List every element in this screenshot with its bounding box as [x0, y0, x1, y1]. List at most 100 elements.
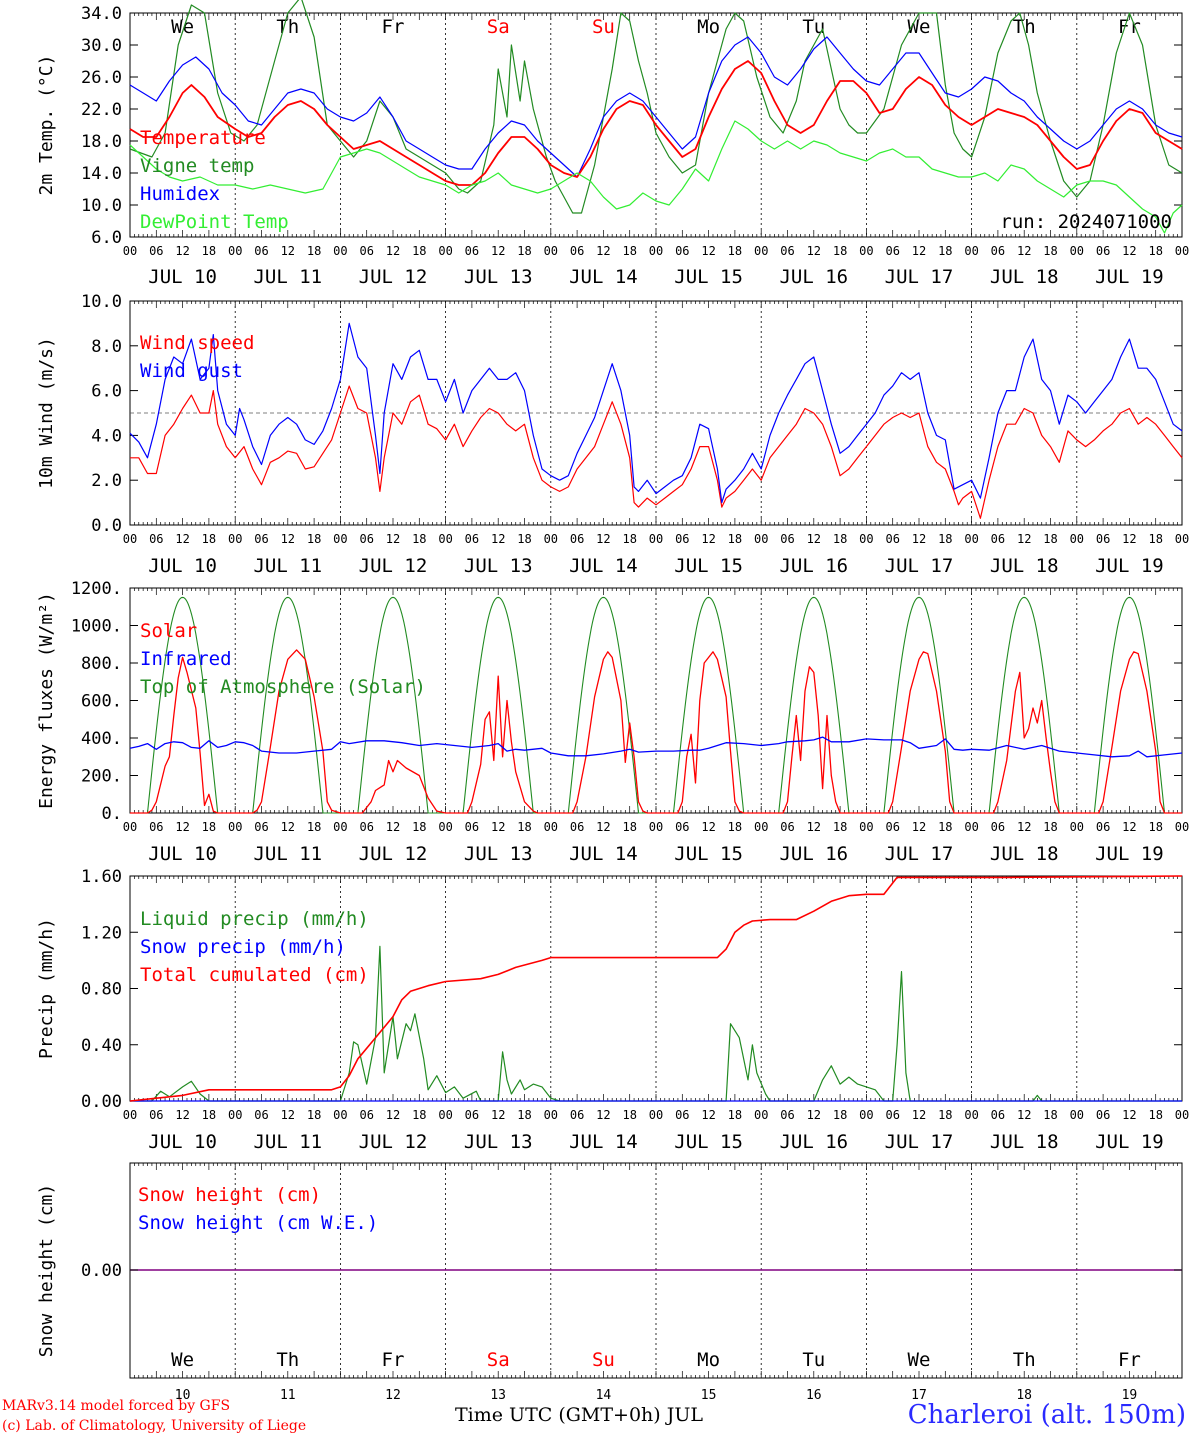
day-number-label: 17: [911, 1388, 927, 1403]
hour-tick-label: 18: [202, 1108, 216, 1122]
day-label: JUL 10: [148, 266, 217, 288]
hour-tick-label: 12: [281, 1108, 295, 1122]
hour-tick-label: 18: [833, 244, 847, 258]
hour-tick-label: 00: [228, 1108, 242, 1122]
hour-tick-label: 06: [570, 244, 584, 258]
series-infrared: [129, 736, 1183, 758]
hour-tick-label: 06: [570, 532, 584, 546]
y-tick-label: 4.0: [91, 426, 122, 446]
hour-tick-label: 06: [359, 820, 373, 834]
hour-tick-label: 00: [333, 244, 347, 258]
day-label: JUL 17: [885, 843, 954, 865]
hour-tick-label: 06: [675, 244, 689, 258]
hour-tick-label: 12: [386, 244, 400, 258]
hour-tick-label: 12: [701, 532, 715, 546]
panel-wind: 00 06 12 18 00 06 12 18 00 06 12 18 00 06 12 18 00 06 12 18…: [36, 292, 1189, 577]
hour-tick-label: 18: [728, 532, 742, 546]
hour-tick-label: 00: [228, 532, 242, 546]
hour-tick-label: 00: [544, 1108, 558, 1122]
y-tick-label: 34.0: [81, 4, 122, 24]
hour-tick-label: 18: [1043, 1108, 1057, 1122]
day-label: JUL 14: [569, 1131, 638, 1153]
hour-tick-label: 18: [938, 1108, 952, 1122]
hour-tick-label: 18: [307, 532, 321, 546]
hour-tick-label: 12: [386, 1108, 400, 1122]
day-label: JUL 18: [990, 1131, 1059, 1153]
hour-tick-label: 18: [833, 1108, 847, 1122]
day-number-label: 12: [385, 1388, 401, 1403]
weekday-label: We: [171, 16, 194, 38]
day-number-label: 19: [1122, 1388, 1138, 1403]
y-tick-label: 2.0: [91, 471, 122, 491]
hour-tick-label: 18: [517, 1108, 531, 1122]
hour-tick-label: 00: [649, 532, 663, 546]
hour-tick-label: 18: [307, 820, 321, 834]
day-label: JUL 12: [359, 555, 428, 577]
hour-tick-label: 06: [991, 1108, 1005, 1122]
series-liquid-precip-mm-h: [130, 945, 1182, 1102]
hour-tick-label: 12: [912, 820, 926, 834]
day-label: JUL 15: [674, 555, 743, 577]
hour-tick-label: 00: [438, 820, 452, 834]
hour-tick-label: 12: [175, 1108, 189, 1122]
hour-tick-label: 00: [333, 1108, 347, 1122]
hour-tick-label: 06: [254, 532, 268, 546]
day-label: JUL 16: [779, 555, 848, 577]
y-tick-label: 0.80: [81, 980, 122, 1000]
day-label: JUL 16: [779, 1131, 848, 1153]
day-label: JUL 12: [359, 843, 428, 865]
hour-tick-label: 06: [254, 244, 268, 258]
hour-tick-label: 06: [780, 820, 794, 834]
legend-solar: Solar: [140, 620, 197, 642]
panel-snow: 0.00 Snow height (cm) Snow height (cm) Snow…: [36, 1162, 1183, 1403]
day-label: JUL 18: [990, 266, 1059, 288]
hour-tick-label: 18: [1148, 820, 1162, 834]
y-axis-label: Snow height (cm): [36, 1184, 57, 1357]
hour-tick-label: 06: [885, 532, 899, 546]
weekday-label: Su: [592, 16, 615, 38]
hour-tick-label: 00: [1070, 532, 1084, 546]
hour-tick-label: 06: [991, 820, 1005, 834]
panel-temperature: 00 06 12 18 00 06 12 18 00 06 12 18 00 06 12 18 00 06 12 18…: [36, 0, 1189, 288]
day-label: JUL 13: [464, 843, 533, 865]
hour-tick-label: 06: [885, 820, 899, 834]
day-label: JUL 19: [1095, 555, 1164, 577]
hour-tick-label: 12: [491, 820, 505, 834]
day-number-label: 13: [490, 1388, 506, 1403]
hour-tick-label: 18: [307, 244, 321, 258]
hour-tick-label: 00: [859, 532, 873, 546]
hour-tick-label: 00: [544, 244, 558, 258]
hour-tick-label: 06: [465, 244, 479, 258]
legend-vigne-temp: Vigne temp: [140, 155, 254, 177]
hour-tick-label: 12: [912, 244, 926, 258]
hour-tick-label: 12: [1122, 820, 1136, 834]
weekday-label: Mo: [697, 16, 720, 38]
hour-tick-label: 18: [412, 1108, 426, 1122]
hour-tick-label: 00: [333, 532, 347, 546]
hour-tick-label: 12: [596, 1108, 610, 1122]
day-label: JUL 17: [885, 266, 954, 288]
hour-tick-label: 06: [675, 820, 689, 834]
hour-tick-label: 06: [885, 244, 899, 258]
y-tick-label: 1200.: [71, 579, 122, 599]
hour-tick-label: 12: [1017, 244, 1031, 258]
weekday-label: Fr: [1118, 16, 1141, 38]
hour-tick-label: 18: [517, 244, 531, 258]
day-number-label: 11: [280, 1388, 296, 1403]
series-temperature: [129, 60, 1183, 186]
weekday-label: Th: [276, 1349, 299, 1371]
hour-tick-label: 00: [544, 532, 558, 546]
day-label: JUL 15: [674, 843, 743, 865]
hour-tick-label: 00: [438, 1108, 452, 1122]
weekday-label: Tu: [802, 16, 825, 38]
hour-tick-label: 06: [675, 532, 689, 546]
day-label: JUL 14: [569, 555, 638, 577]
hour-tick-label: 06: [254, 1108, 268, 1122]
y-tick-label: 30.0: [81, 36, 122, 56]
hour-tick-label: 06: [1096, 820, 1110, 834]
day-label: JUL 11: [253, 555, 322, 577]
hour-tick-label: 00: [1175, 820, 1189, 834]
day-label: JUL 18: [990, 843, 1059, 865]
legend-top-of-atmosphere-solar: Top of Atmosphere (Solar): [140, 676, 426, 698]
series-solar: [130, 649, 1182, 814]
